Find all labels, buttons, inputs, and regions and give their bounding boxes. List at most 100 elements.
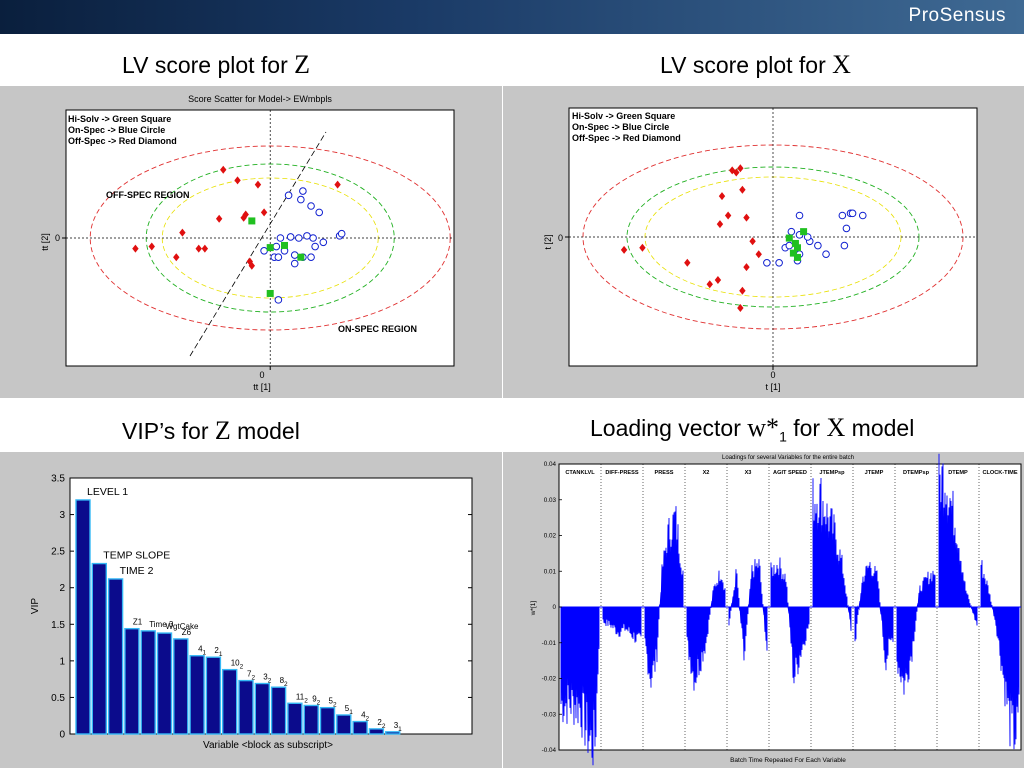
x-axis-label: Variable <block as subscript> — [203, 740, 333, 751]
zero-axes — [565, 108, 977, 370]
legend-entry-onspec: On-Spec -> Blue Circle — [68, 125, 165, 135]
label-base: 5 — [329, 697, 334, 706]
bar-data-label: LEVEL 1 — [87, 486, 128, 498]
caption-vip-z-model: VIP’s for Z model — [122, 416, 300, 446]
vip-bar — [91, 562, 108, 735]
on-spec-point — [814, 241, 822, 250]
caption-suffix: model — [851, 415, 915, 441]
label-subscript: 2 — [268, 678, 272, 685]
zero-axes — [62, 110, 454, 370]
vip-bars — [75, 499, 401, 735]
vip-bar — [319, 706, 336, 735]
caption-text: VIP’s for — [122, 418, 209, 444]
y-tick-label: 1.5 — [51, 620, 65, 631]
bar-data-label: 42 — [361, 711, 369, 723]
on-spec-point — [838, 211, 847, 220]
label-base: 4 — [198, 645, 203, 654]
legend-entry-onspec: On-Spec -> Blue Circle — [572, 122, 669, 132]
caption-loading-vector: Loading vector w*1 for X model — [590, 413, 914, 445]
bar-data-label: 51 — [345, 704, 353, 716]
vip-bar — [352, 720, 368, 735]
off-spec-point — [724, 211, 732, 220]
hi-solv-point — [793, 253, 801, 261]
on-spec-point — [842, 224, 851, 233]
on-spec-point — [848, 209, 857, 218]
off-spec-point — [639, 243, 646, 252]
off-spec-point — [718, 192, 726, 201]
variable-section-label: JTEMP — [865, 470, 884, 476]
off-spec-point — [334, 180, 341, 189]
x-score-plot-panel: Hi-Solv -> Green Square On-Spec -> Blue … — [503, 86, 1024, 398]
on-spec-point — [297, 195, 305, 204]
loading-profile-jtemp — [854, 562, 894, 671]
label-base: 2 — [214, 646, 219, 655]
off-spec-point — [195, 244, 202, 253]
off-spec-point — [148, 242, 155, 251]
prosensus-logo: ProSensus — [908, 5, 1006, 26]
vip-bar — [385, 731, 401, 735]
hi-solv-point — [281, 241, 289, 249]
caption-x-score-plot: LV score plot for X — [660, 50, 851, 80]
y-tick-label: -0.02 — [542, 676, 557, 683]
y-tick-label: 0.04 — [544, 461, 557, 468]
y-tick-label: -0.01 — [542, 640, 557, 647]
caption-symbol: X — [832, 50, 851, 79]
on-spec-point — [858, 211, 867, 220]
loading-profile-clock-time — [980, 560, 1020, 750]
bar-data-label: 21 — [214, 646, 222, 658]
y-tick-label: 0 — [552, 604, 556, 611]
vip-bar — [336, 714, 352, 735]
vip-bar — [156, 632, 173, 735]
off-spec-point — [173, 253, 180, 262]
bar-data-label: 92 — [312, 694, 320, 706]
x-axis-label: t [1] — [765, 382, 780, 392]
on-spec-point — [795, 211, 804, 220]
y-tick-label: -0.04 — [542, 747, 557, 754]
bar-data-label: 22 — [377, 718, 385, 730]
bar-data-label: 31 — [394, 721, 402, 733]
loading-vector-panel: Loadings for several Variables for the e… — [503, 452, 1024, 768]
loading-area — [560, 453, 1020, 766]
on-spec-point — [307, 253, 315, 261]
variable-section-label: CTANKLVL — [565, 470, 595, 476]
on-spec-point — [337, 229, 346, 238]
off-spec-point — [248, 261, 256, 270]
y-tick-label: 2 — [59, 583, 65, 594]
on-spec-point — [803, 233, 812, 241]
bar-data-label: Time 3 — [149, 620, 174, 629]
vip-bar — [107, 578, 124, 735]
legend-entry-hisolv: Hi-Solv -> Green Square — [68, 114, 171, 124]
off-spec-point — [242, 210, 249, 219]
chart-title: Score Scatter for Model-> EWmbpls — [188, 94, 332, 104]
y-tick-label: 1 — [59, 656, 65, 667]
hi-solv-point — [793, 244, 801, 252]
off-spec-point — [246, 257, 253, 266]
label-subscript: 2 — [284, 681, 288, 688]
label-base: 7 — [247, 670, 252, 679]
bar-data-label: 112 — [296, 692, 308, 704]
label-base: 3 — [263, 673, 268, 682]
variable-section-label: X3 — [745, 470, 752, 476]
y-axis-label: VIP — [30, 598, 41, 614]
label-base: 2 — [377, 718, 382, 727]
separation-line — [189, 131, 327, 357]
off-spec-point — [706, 280, 713, 289]
on-spec-point — [284, 191, 293, 200]
loading-profile-jtempsp — [812, 478, 852, 631]
header-bar: ProSensus — [0, 0, 1024, 34]
vip-bar — [75, 499, 91, 735]
vip-chart-panel: 0 0.5 1 1.5 2 2.5 3 3.5 LEVEL 1 TEMP SLOPE TIME 2… — [0, 452, 502, 768]
label-base: Z1 — [133, 618, 143, 627]
off-spec-point — [254, 180, 262, 189]
hi-solv-point — [248, 217, 256, 225]
off-spec-point — [215, 214, 223, 223]
on-spec-point — [290, 259, 299, 268]
vip-bar — [254, 682, 271, 735]
label-subscript: 2 — [304, 697, 308, 704]
on-spec-point — [319, 238, 328, 247]
y-tick-label: 0 — [558, 233, 563, 243]
bar-data-label: WgtCake — [166, 622, 199, 631]
vip-bar — [368, 728, 385, 735]
on-spec-point — [290, 251, 299, 259]
loading-profile-press — [644, 506, 684, 688]
